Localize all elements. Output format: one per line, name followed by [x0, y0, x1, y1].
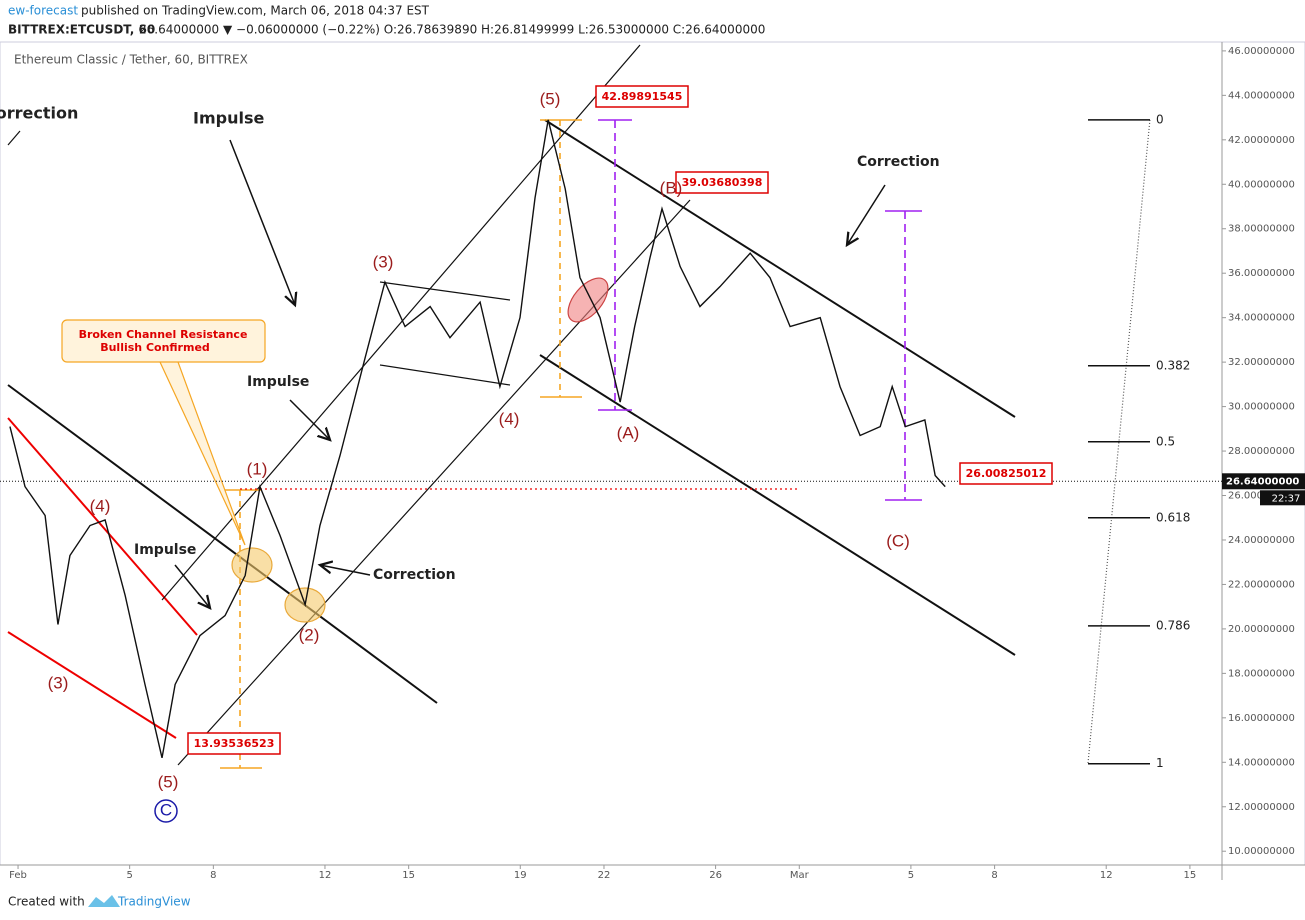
last-price-label: 26.64000000: [1226, 476, 1299, 487]
fib-label: 0.382: [1156, 358, 1190, 372]
wave-note: Correction: [857, 154, 940, 170]
wave-label: (4): [499, 409, 520, 428]
callout-text: Broken Channel Resistance: [79, 328, 248, 341]
y-tick-label: 18.00000000: [1228, 668, 1295, 679]
trendline: [7, 417, 198, 636]
footer-brand[interactable]: TradingView: [117, 895, 191, 909]
y-tick-label: 38.00000000: [1228, 224, 1295, 235]
y-tick-label: 32.00000000: [1228, 357, 1295, 368]
trendline: [7, 631, 177, 739]
highlight: [231, 547, 273, 583]
price-label: 13.93536523: [194, 737, 275, 750]
price-label-box: [675, 171, 769, 194]
countdown: 22:37: [1272, 493, 1301, 504]
wave-label: (C): [886, 531, 910, 550]
triangle-line: [379, 281, 511, 301]
wave-note: Impulse: [247, 374, 309, 390]
y-tick-label: 20.00000000: [1228, 624, 1295, 635]
price-label-box: [959, 462, 1053, 485]
wave-label: (4): [90, 496, 111, 515]
fib-label: 1: [1156, 756, 1164, 770]
y-tick-label: 30.00000000: [1228, 402, 1295, 413]
wave-label: C: [160, 800, 172, 819]
y-tick-label: 46.00000000: [1228, 46, 1295, 57]
x-tick-label: 15: [1184, 870, 1197, 881]
purple-measure: [598, 119, 922, 501]
x-tick-label: 5: [908, 870, 914, 881]
footer-created: Created with: [8, 895, 85, 909]
y-tick-label: 34.00000000: [1228, 313, 1295, 324]
wave-circle: [154, 799, 178, 823]
triangle-line: [379, 364, 511, 386]
price-label: 26.00825012: [966, 467, 1047, 480]
highlight: [567, 277, 609, 323]
logo: [88, 895, 120, 907]
fib-label: 0.5: [1156, 434, 1175, 448]
x-tick-label: 5: [126, 870, 132, 881]
x-tick-label: 12: [319, 870, 332, 881]
y-tick-label: 28.00000000: [1228, 446, 1295, 457]
y-tick-label: 14.00000000: [1228, 757, 1295, 768]
wave-label: (2): [299, 625, 320, 644]
x-tick-label: 26: [709, 870, 722, 881]
x-tick-label: 8: [991, 870, 997, 881]
channel-line: [544, 119, 1016, 418]
wave-label: (5): [158, 772, 179, 791]
symbol: BITTREX:ETCUSDT, 60: [8, 23, 155, 37]
x-tick-label: 19: [514, 870, 527, 881]
countdown-badge: [1260, 490, 1305, 506]
y-tick-label: 44.00000000: [1228, 90, 1295, 101]
callout-box: [61, 319, 266, 363]
wave-label: (B): [660, 178, 683, 197]
y-tick-label: 36.00000000: [1228, 268, 1295, 279]
x-tick-label: 8: [210, 870, 216, 881]
y-tick-label: 42.00000000: [1228, 135, 1295, 146]
fib-label: 0.618: [1156, 510, 1190, 524]
callout-pointer: [159, 361, 246, 546]
price-label-box: [595, 85, 689, 108]
quote: 26.64000000 ▼ −0.06000000 (−0.22%) O:26.…: [139, 23, 765, 37]
published: published on TradingView.com, March 06, …: [81, 4, 430, 18]
publisher[interactable]: ew-forecast: [8, 4, 78, 18]
price-label-box: [187, 732, 281, 755]
price-label: 39.03680398: [682, 176, 763, 189]
arrows: [174, 139, 886, 608]
x-tick-label: Feb: [9, 870, 27, 881]
wave-label: (3): [48, 673, 69, 692]
fib-label: 0: [1156, 112, 1164, 126]
drawings: [7, 44, 1151, 769]
wave-note: Correction: [0, 104, 78, 123]
wave-label: (3): [373, 252, 394, 271]
last-price-badge: [1222, 473, 1305, 490]
plot-frame: [0, 41, 1305, 866]
price-label: 42.89891545: [602, 90, 683, 103]
channel-line: [161, 44, 641, 601]
y-tick-label: 40.00000000: [1228, 179, 1295, 190]
trendline: [7, 130, 21, 146]
x-tick-label: 12: [1100, 870, 1113, 881]
chart-title: Ethereum Classic / Tether, 60, BITTREX: [14, 53, 248, 67]
y-tick-label: 22.00000000: [1228, 579, 1295, 590]
trendline: [7, 384, 438, 704]
callout-text: Bullish Confirmed: [100, 341, 210, 354]
x-tick-label: Mar: [790, 870, 810, 881]
wave-note: Impulse: [134, 542, 196, 558]
y-tick-label: 24.00000000: [1228, 535, 1295, 546]
y-tick-label: 12.00000000: [1228, 802, 1295, 813]
channel-line: [539, 354, 1016, 656]
x-tick-label: 15: [402, 870, 415, 881]
price-line: [9, 119, 946, 759]
wave-note: Impulse: [193, 109, 264, 128]
wave-note: Correction: [373, 567, 456, 583]
fib-label: 0.786: [1156, 618, 1190, 632]
wave-label: (A): [617, 423, 640, 442]
wave-label: (1): [247, 459, 268, 478]
y-tick-label: 10.00000000: [1228, 846, 1295, 857]
x-tick-label: 22: [598, 870, 611, 881]
y-tick-label: 16.00000000: [1228, 713, 1295, 724]
wave-label: (5): [540, 89, 561, 108]
